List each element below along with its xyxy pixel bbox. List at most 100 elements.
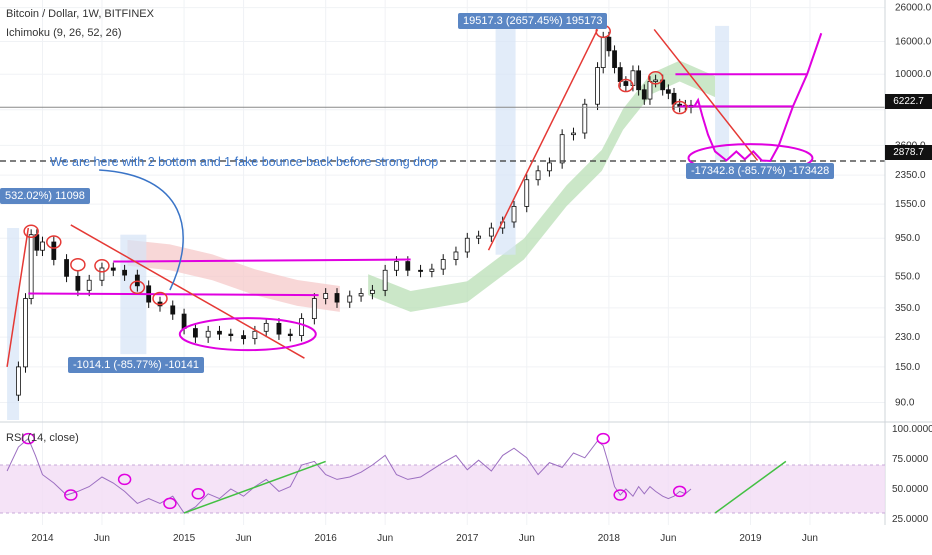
rsi-line <box>6 437 692 514</box>
candle <box>323 293 329 299</box>
projection-path <box>692 32 823 163</box>
candle <box>110 267 116 271</box>
candle <box>276 322 282 335</box>
time-axis-label: Jun <box>94 533 110 544</box>
red-circle-marker <box>618 78 634 93</box>
rsi-marker <box>117 473 132 486</box>
red-circle-marker <box>671 100 688 115</box>
candle <box>511 206 517 223</box>
candle <box>40 241 45 251</box>
rsi-uptrend-arrow-2018 <box>714 460 787 514</box>
price-axis-label: 16000.0 <box>895 36 932 47</box>
price-axis-label: 550.0 <box>895 271 920 282</box>
measure-label-2017: 19517.3 (2657.45%) 195173 <box>458 13 608 29</box>
price-axis-label: 350.0 <box>895 303 920 314</box>
time-axis-label: 2017 <box>456 533 479 544</box>
candle <box>228 333 234 336</box>
candle <box>51 241 57 260</box>
uptrend-line-2017 <box>487 29 599 251</box>
price-axis-label: 10000.0 <box>895 69 932 80</box>
candle <box>75 275 81 291</box>
measure-region-2018 <box>715 25 730 161</box>
red-circle-marker <box>647 71 664 85</box>
current-price-tag: 6222.7 <box>885 94 932 109</box>
candle <box>181 313 187 329</box>
candle <box>241 335 246 340</box>
time-axis-label: Jun <box>660 533 676 544</box>
rsi-marker <box>21 432 36 445</box>
measure-label-2013: 532.02%) 11098 <box>0 188 90 204</box>
candle <box>252 330 258 340</box>
rsi-band <box>0 465 885 513</box>
candle <box>287 333 293 336</box>
rsi-axis-label: 100.0000 <box>892 424 932 435</box>
ichimoku-label: Ichimoku (9, 26, 52, 26) <box>6 27 122 39</box>
candle <box>23 298 28 368</box>
candle <box>311 298 317 319</box>
candle <box>170 305 176 315</box>
candle <box>429 268 435 272</box>
red-circle-marker <box>46 235 62 249</box>
candle <box>559 134 565 164</box>
candle <box>665 89 671 94</box>
candle <box>134 274 140 287</box>
candle <box>647 81 653 100</box>
candle <box>34 234 40 251</box>
downtrend-line-2018 <box>653 29 759 161</box>
candle <box>99 267 105 281</box>
candle <box>535 170 541 181</box>
candle <box>464 237 470 253</box>
price-axis-label: 26000.0 <box>895 3 932 14</box>
candle <box>600 36 606 68</box>
bottom-zone-2015 <box>178 317 317 352</box>
candle <box>299 318 305 336</box>
price-axis-label: 950.0 <box>895 233 920 244</box>
rsi-label: RSI (14, close) <box>6 432 79 444</box>
candle <box>193 328 198 338</box>
candle <box>476 235 482 239</box>
time-axis-label: 2014 <box>31 533 54 544</box>
candle <box>636 70 642 91</box>
candle <box>612 50 617 68</box>
candle <box>347 295 353 303</box>
candle <box>653 79 659 82</box>
time-axis-label: Jun <box>802 533 818 544</box>
candle <box>617 67 623 82</box>
candle <box>623 81 629 86</box>
support-line <box>28 292 319 297</box>
candle <box>263 322 269 332</box>
drop-label-2014: -1014.1 (-85.77%) -10141 <box>68 357 204 373</box>
uptrend-line-2013 <box>6 227 30 367</box>
resistance-line <box>113 258 411 263</box>
candle <box>122 269 128 276</box>
candle <box>488 227 494 237</box>
candle <box>16 366 21 396</box>
red-circle-marker <box>94 259 110 273</box>
red-circle-marker <box>152 291 168 306</box>
candle <box>382 269 388 291</box>
candle <box>547 162 552 172</box>
drop-label-2018: -17342.8 (-85.77%) -173428 <box>686 163 835 179</box>
target-price-tag: 2878.7 <box>885 145 932 160</box>
rsi-axis-label: 75.0000 <box>892 454 929 465</box>
candle <box>86 279 92 291</box>
symbol-title: Bitcoin / Dollar, 1W, BITFINEX <box>6 8 154 20</box>
candle <box>28 234 34 299</box>
candle <box>453 251 459 260</box>
candle <box>641 89 647 100</box>
red-circle-marker <box>23 224 39 239</box>
rsi-uptrend-arrow <box>183 460 326 514</box>
candle <box>394 261 399 271</box>
price-axis-label: 2350.0 <box>895 170 926 181</box>
rsi-marker <box>191 488 205 500</box>
time-axis-label: 2019 <box>739 533 762 544</box>
note-pointer <box>99 169 184 291</box>
candle <box>418 269 423 272</box>
time-axis-label: 2016 <box>315 533 338 544</box>
measure-region-2017 <box>495 27 516 255</box>
candle <box>606 36 612 52</box>
rsi-marker <box>64 489 78 501</box>
rsi-axis-label: 50.0000 <box>892 484 929 495</box>
